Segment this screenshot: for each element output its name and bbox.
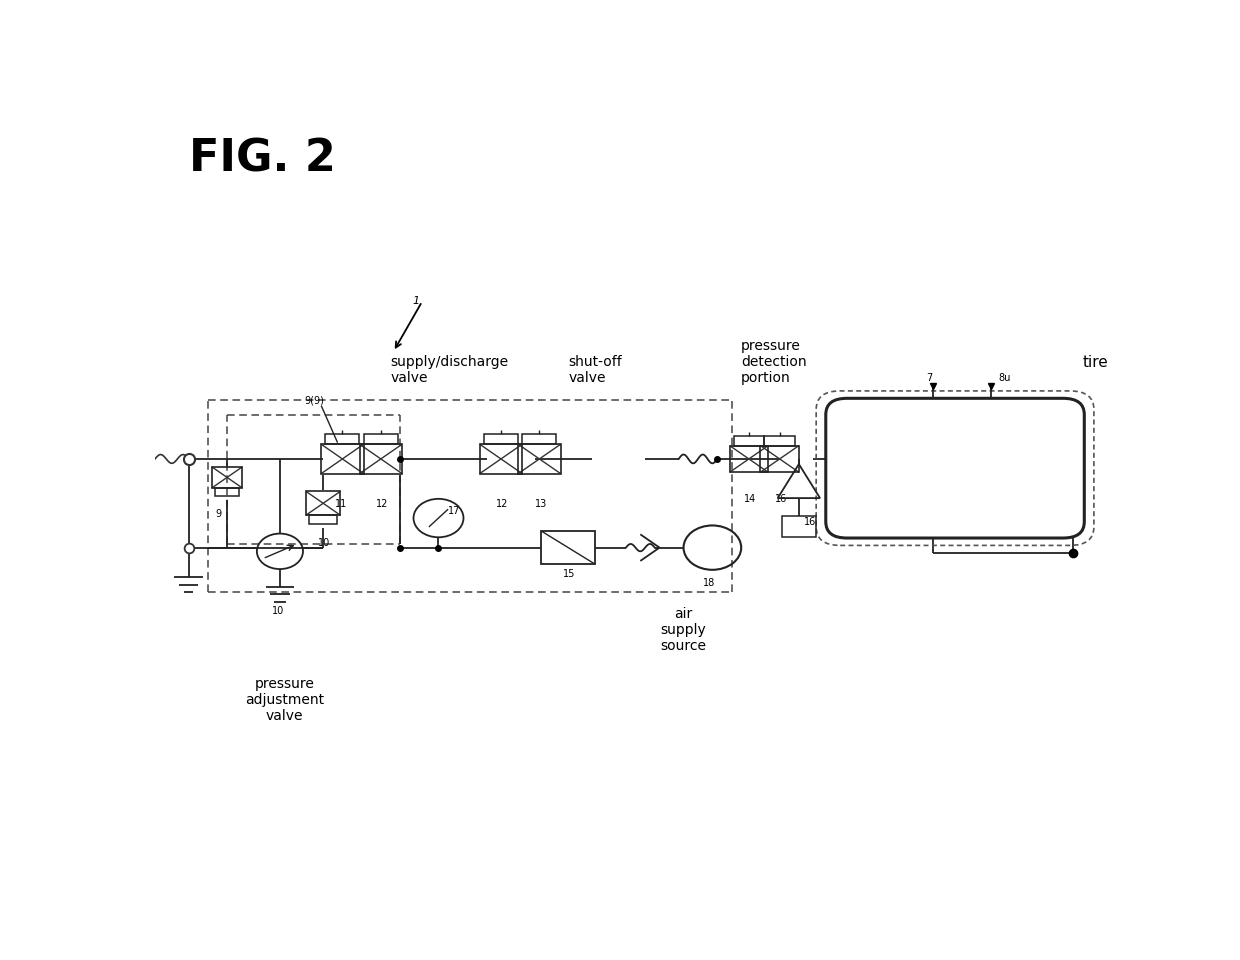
Bar (542, 531, 595, 564)
Bar (522, 434, 557, 444)
Bar (325, 434, 360, 444)
Text: 7: 7 (926, 373, 932, 383)
Bar (760, 445, 799, 472)
Text: 15: 15 (563, 569, 575, 580)
Text: 11: 11 (335, 499, 347, 509)
Text: tire: tire (1083, 355, 1109, 371)
Text: supply/discharge
valve: supply/discharge valve (391, 355, 508, 385)
Text: air
supply
source: air supply source (661, 607, 707, 653)
FancyBboxPatch shape (826, 398, 1084, 538)
Text: 10: 10 (319, 539, 331, 548)
Bar (321, 444, 363, 473)
Text: 18: 18 (703, 578, 715, 588)
Bar (764, 436, 795, 445)
Text: 13: 13 (534, 499, 547, 509)
Text: 16: 16 (775, 493, 787, 504)
Text: 17: 17 (448, 506, 460, 516)
Text: pressure
detection
portion: pressure detection portion (742, 339, 807, 385)
Bar (484, 434, 518, 444)
Bar (309, 516, 337, 523)
Text: pressure
adjustment
valve: pressure adjustment valve (246, 677, 325, 724)
Text: 8u: 8u (998, 373, 1011, 383)
Bar (781, 516, 816, 537)
Text: 9(9): 9(9) (304, 396, 324, 405)
Bar (215, 488, 239, 495)
Bar (363, 434, 398, 444)
Text: 12: 12 (376, 499, 388, 509)
Text: 12: 12 (496, 499, 508, 509)
Text: 14: 14 (744, 493, 756, 504)
Text: shut-off
valve: shut-off valve (568, 355, 622, 385)
Bar (518, 444, 560, 473)
Text: 9: 9 (216, 509, 222, 518)
Bar (360, 444, 402, 473)
Text: FIG. 2: FIG. 2 (188, 137, 336, 180)
Bar (729, 445, 768, 472)
Text: 1: 1 (413, 296, 419, 305)
Bar (212, 467, 243, 488)
Bar (480, 444, 522, 473)
Bar (734, 436, 764, 445)
Text: 10: 10 (273, 606, 284, 616)
Bar (306, 492, 341, 516)
Text: 16: 16 (804, 517, 816, 527)
